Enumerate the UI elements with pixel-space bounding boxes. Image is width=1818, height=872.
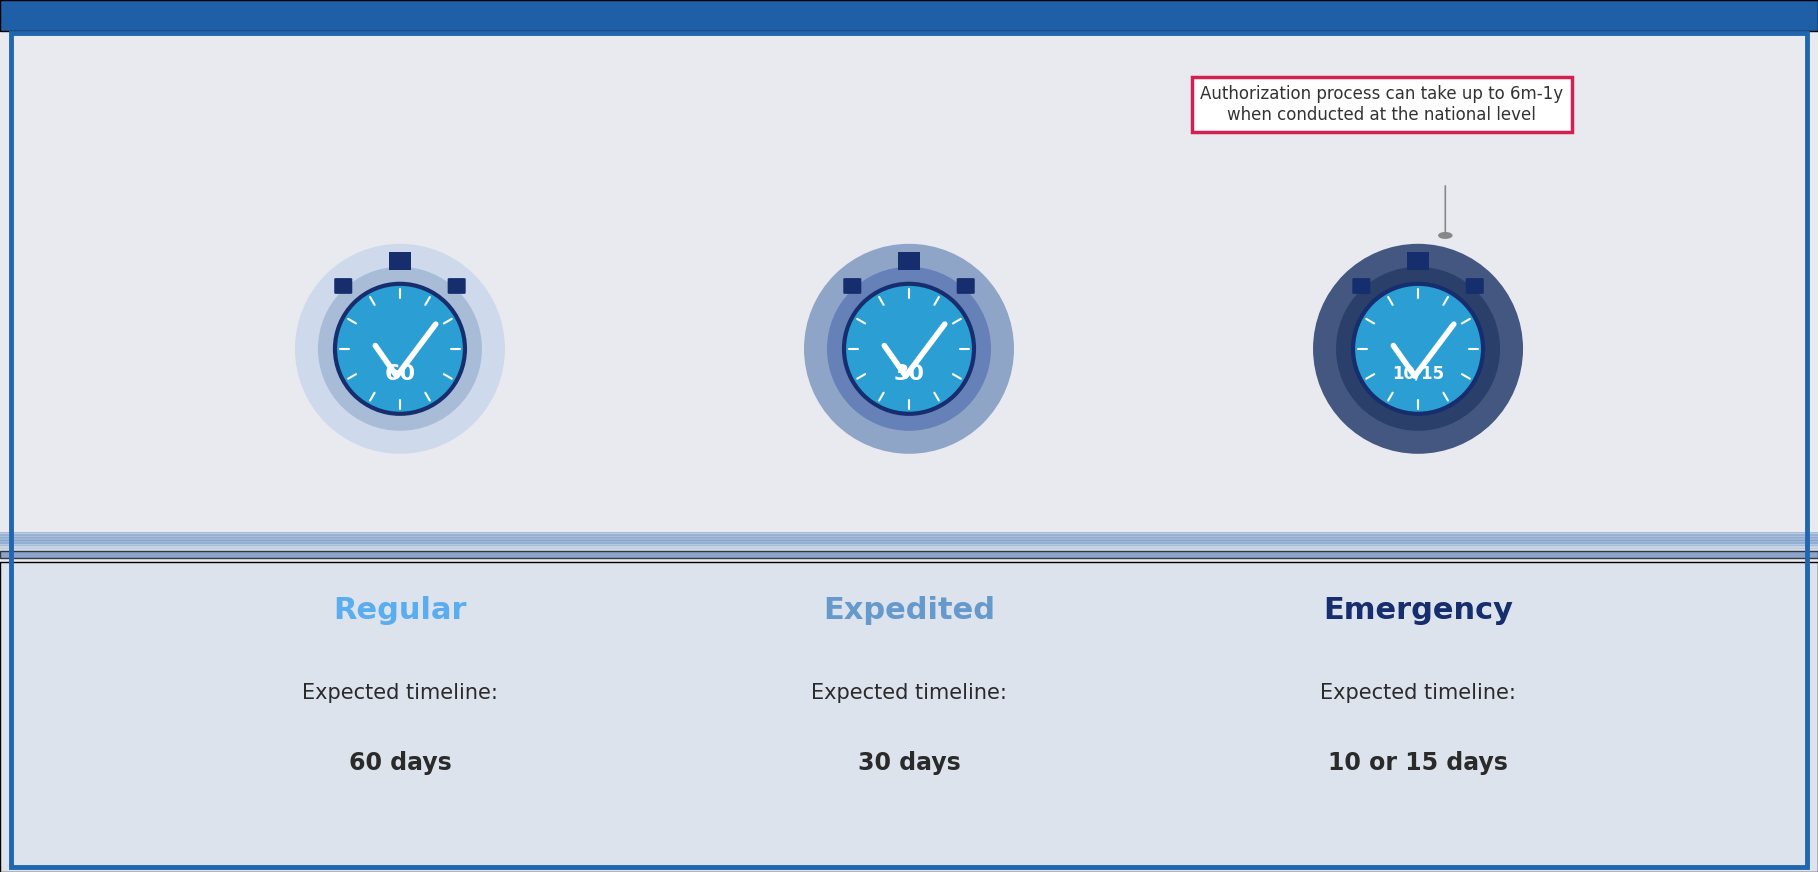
FancyBboxPatch shape <box>898 252 920 270</box>
Ellipse shape <box>1336 267 1500 431</box>
FancyBboxPatch shape <box>389 252 411 270</box>
FancyBboxPatch shape <box>0 538 1818 539</box>
Text: Expedited: Expedited <box>824 596 994 625</box>
Ellipse shape <box>804 244 1014 453</box>
Text: 10/15: 10/15 <box>1393 364 1443 383</box>
FancyBboxPatch shape <box>956 278 974 294</box>
FancyBboxPatch shape <box>0 546 1818 548</box>
FancyBboxPatch shape <box>0 536 1818 537</box>
FancyBboxPatch shape <box>0 551 1818 558</box>
Text: Expected timeline:: Expected timeline: <box>811 684 1007 703</box>
Ellipse shape <box>1313 244 1523 453</box>
FancyBboxPatch shape <box>0 534 1818 535</box>
FancyBboxPatch shape <box>0 541 1818 542</box>
FancyBboxPatch shape <box>1353 278 1371 294</box>
FancyBboxPatch shape <box>1407 252 1429 270</box>
FancyBboxPatch shape <box>0 537 1818 538</box>
Ellipse shape <box>335 283 465 414</box>
FancyBboxPatch shape <box>0 535 1818 536</box>
FancyBboxPatch shape <box>844 278 862 294</box>
FancyBboxPatch shape <box>0 562 1818 872</box>
FancyBboxPatch shape <box>0 536 1818 538</box>
Circle shape <box>1438 232 1453 239</box>
Text: 30 days: 30 days <box>858 751 960 775</box>
Text: 60: 60 <box>384 364 416 384</box>
FancyBboxPatch shape <box>0 533 1818 534</box>
FancyBboxPatch shape <box>0 548 1818 549</box>
FancyBboxPatch shape <box>0 551 1818 552</box>
Text: Authorization process can take up to 6m-1y
when conducted at the national level: Authorization process can take up to 6m-… <box>1200 85 1563 124</box>
FancyBboxPatch shape <box>0 542 1818 543</box>
FancyBboxPatch shape <box>0 532 1818 533</box>
FancyBboxPatch shape <box>0 543 1818 544</box>
FancyBboxPatch shape <box>0 540 1818 541</box>
Ellipse shape <box>1353 283 1483 414</box>
Text: Regular: Regular <box>333 596 467 625</box>
FancyBboxPatch shape <box>0 539 1818 540</box>
FancyBboxPatch shape <box>1465 278 1483 294</box>
FancyBboxPatch shape <box>335 278 353 294</box>
FancyBboxPatch shape <box>0 545 1818 547</box>
FancyBboxPatch shape <box>0 547 1818 548</box>
Ellipse shape <box>844 283 974 414</box>
FancyBboxPatch shape <box>447 278 465 294</box>
FancyBboxPatch shape <box>0 549 1818 550</box>
FancyBboxPatch shape <box>0 549 1818 551</box>
FancyBboxPatch shape <box>0 550 1818 552</box>
Text: 30: 30 <box>893 364 925 384</box>
FancyBboxPatch shape <box>0 0 1818 31</box>
Text: Expected timeline:: Expected timeline: <box>1320 684 1516 703</box>
Ellipse shape <box>318 267 482 431</box>
Text: Emergency: Emergency <box>1324 596 1513 625</box>
FancyBboxPatch shape <box>0 545 1818 546</box>
Text: 60 days: 60 days <box>349 751 451 775</box>
FancyBboxPatch shape <box>0 541 1818 542</box>
Text: Expected timeline:: Expected timeline: <box>302 684 498 703</box>
FancyBboxPatch shape <box>0 544 1818 545</box>
Text: 10 or 15 days: 10 or 15 days <box>1329 751 1507 775</box>
FancyBboxPatch shape <box>0 532 1818 534</box>
Ellipse shape <box>827 267 991 431</box>
Ellipse shape <box>295 244 505 453</box>
